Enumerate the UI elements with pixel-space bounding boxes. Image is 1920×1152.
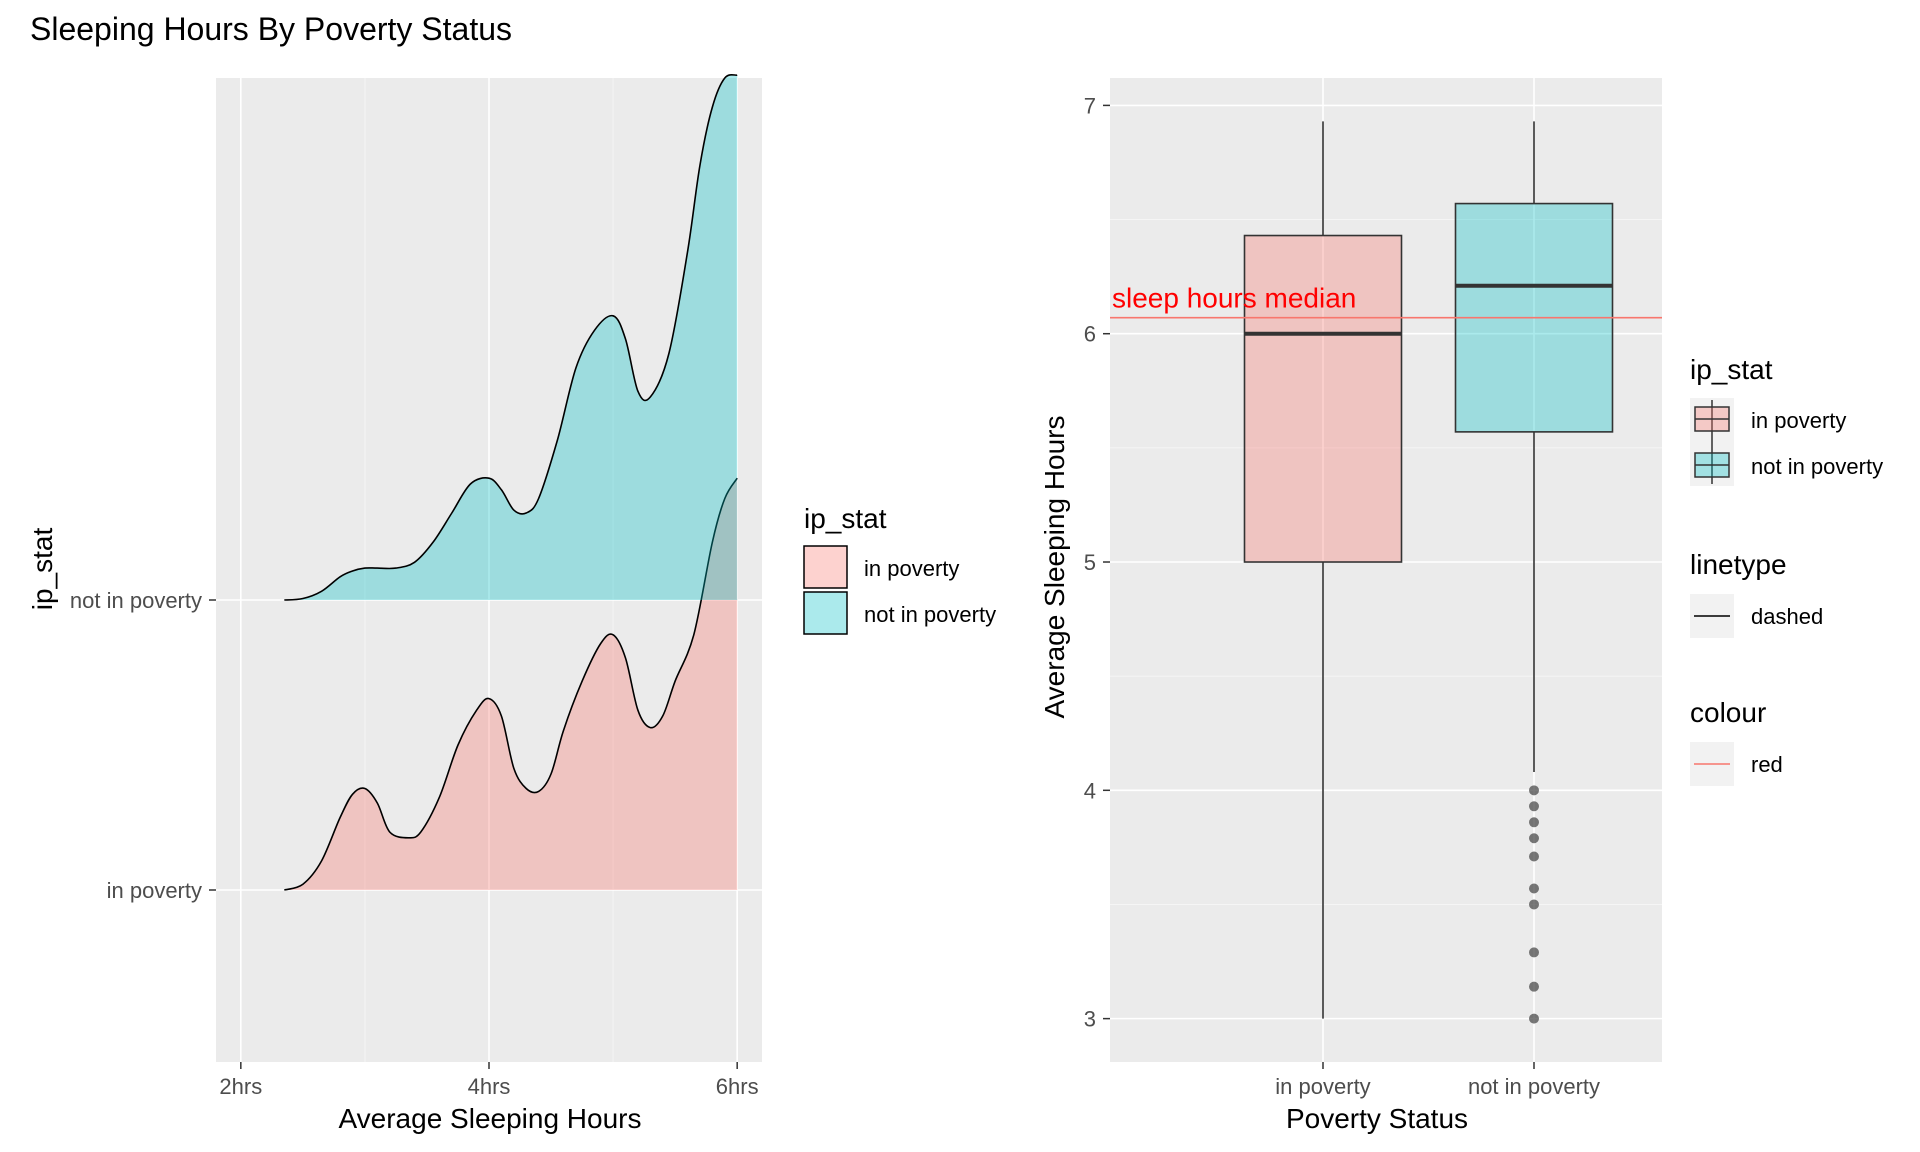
boxplot-x-tick-label-not-in-poverty: not in poverty [1468, 1074, 1600, 1099]
density-x-tick-label-2hrs: 2hrs [219, 1074, 262, 1099]
boxplot-y-tick-label-6: 6 [1084, 322, 1096, 347]
density-y-axis-title: ip_stat [27, 528, 58, 611]
box-outlier-not-in-poverty-7 [1529, 947, 1539, 958]
figure-title: Sleeping Hours By Poverty Status [30, 11, 512, 47]
density-panel: 2hrs 4hrs 6hrs in poverty not in poverty [70, 73, 762, 1099]
boxplot-y-tick-label-4: 4 [1084, 778, 1096, 803]
boxplot-y-axis-title: Average Sleeping Hours [1039, 415, 1070, 718]
boxplot-panel-background [1110, 78, 1662, 1062]
density-x-tick-label-6hrs: 6hrs [716, 1074, 759, 1099]
box-outlier-not-in-poverty-8 [1529, 981, 1539, 992]
legend-label-red: red [1751, 752, 1783, 777]
box-outlier-not-in-poverty-5 [1529, 883, 1539, 894]
median-reference-label: sleep hours median [1112, 283, 1356, 314]
boxplot-legend: ip_stat in poverty not in poverty linety… [1690, 354, 1883, 786]
density-y-tick-label-not-in-poverty: not in poverty [70, 588, 202, 613]
boxplot-x-axis-title: Poverty Status [1286, 1103, 1468, 1134]
legend-label-in-poverty: in poverty [864, 556, 959, 581]
legend-title-colour: colour [1690, 697, 1766, 728]
legend-swatch-in-poverty [803, 545, 848, 589]
box-outlier-not-in-poverty-0 [1529, 785, 1539, 796]
density-legend: ip_stat in poverty not in poverty [803, 503, 996, 635]
legend-swatch-not-in-poverty [803, 591, 848, 635]
box-outlier-not-in-poverty-2 [1529, 817, 1539, 828]
density-x-tick-label-4hrs: 4hrs [468, 1074, 511, 1099]
box-outlier-not-in-poverty-6 [1529, 899, 1539, 910]
density-ridge-fill-in-poverty [284, 478, 738, 890]
density-legend-title: ip_stat [804, 503, 887, 534]
box-outlier-not-in-poverty-1 [1529, 801, 1539, 812]
density-x-axis-title: Average Sleeping Hours [338, 1103, 641, 1134]
boxplot-y-tick-label-7: 7 [1084, 93, 1096, 118]
density-ridge-outline-in-poverty [284, 477, 738, 891]
legend-title-linetype: linetype [1690, 549, 1787, 580]
legend-label-in-poverty-box: in poverty [1751, 408, 1846, 433]
box-body-in-poverty [1243, 234, 1403, 563]
boxplot-panel: 3 4 5 6 7 in poverty not in poverty sleep hours… [1084, 78, 1662, 1099]
boxplot-y-tick-label-3: 3 [1084, 1007, 1096, 1032]
boxplot-y-tick-label-5: 5 [1084, 550, 1096, 575]
legend-title-ip-stat: ip_stat [1690, 354, 1773, 385]
density-ridge-fill-not-in-poverty [284, 74, 738, 600]
boxplot-x-tick-label-in-poverty: in poverty [1275, 1074, 1370, 1099]
box-outlier-not-in-poverty-3 [1529, 833, 1539, 844]
legend-label-dashed: dashed [1751, 604, 1823, 629]
density-y-tick-label-in-poverty: in poverty [107, 878, 202, 903]
box-outlier-not-in-poverty-4 [1529, 851, 1539, 862]
box-outlier-not-in-poverty-9 [1529, 1013, 1539, 1024]
legend-label-not-in-poverty: not in poverty [864, 602, 996, 627]
legend-label-not-in-poverty-box: not in poverty [1751, 454, 1883, 479]
density-ridge-outline-not-in-poverty [284, 73, 738, 601]
